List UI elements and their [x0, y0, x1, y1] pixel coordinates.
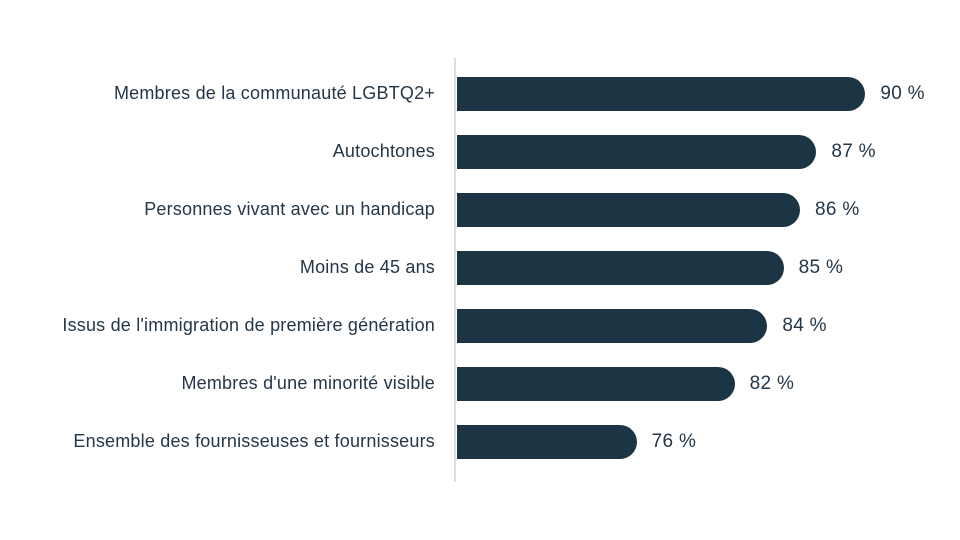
value-label: 90 % — [880, 83, 925, 104]
bar-track: 86 % — [457, 193, 960, 227]
value-label: 87 % — [831, 141, 876, 162]
bar-track: 87 % — [457, 135, 960, 169]
value-label: 85 % — [798, 257, 844, 278]
bar — [457, 77, 866, 111]
bar — [457, 367, 735, 401]
category-label: Moins de 45 ans — [299, 257, 435, 278]
bar — [457, 135, 817, 169]
bar-track: 82 % — [457, 367, 960, 401]
chart-row: Ensemble des fournisseuses et fournisseu… — [0, 413, 960, 471]
bar-track: 85 % — [457, 251, 960, 285]
category-label: Personnes vivant avec un handicap — [144, 199, 435, 220]
chart-rows: Membres de la communauté LGBTQ2+ 90 % Au… — [0, 65, 960, 471]
bar — [457, 309, 768, 343]
value-label: 84 % — [782, 315, 827, 336]
value-label: 76 % — [651, 431, 697, 452]
category-label: Ensemble des fournisseuses et fournisseu… — [73, 431, 435, 452]
chart-row: Membres de la communauté LGBTQ2+ 90 % — [0, 65, 960, 123]
bar-track: 84 % — [457, 309, 960, 343]
chart-row: Membres d'une minorité visible 82 % — [0, 355, 960, 413]
bar — [457, 193, 800, 227]
value-label: 82 % — [749, 373, 795, 394]
chart-row: Autochtones 87 % — [0, 123, 960, 181]
category-label: Autochtones — [332, 141, 435, 162]
bar — [457, 425, 637, 459]
value-label: 86 % — [815, 199, 860, 220]
category-label: Membres de la communauté LGBTQ2+ — [113, 83, 435, 104]
category-label: Issus de l'immigration de première génér… — [62, 315, 435, 336]
chart-row: Personnes vivant avec un handicap 86 % — [0, 181, 960, 239]
y-axis-line — [454, 58, 456, 482]
bar — [457, 251, 784, 285]
chart-row: Moins de 45 ans 85 % — [0, 239, 960, 297]
bar-track: 76 % — [457, 425, 960, 459]
bar-track: 90 % — [457, 77, 960, 111]
chart-row: Issus de l'immigration de première génér… — [0, 297, 960, 355]
category-label: Membres d'une minorité visible — [181, 373, 435, 394]
